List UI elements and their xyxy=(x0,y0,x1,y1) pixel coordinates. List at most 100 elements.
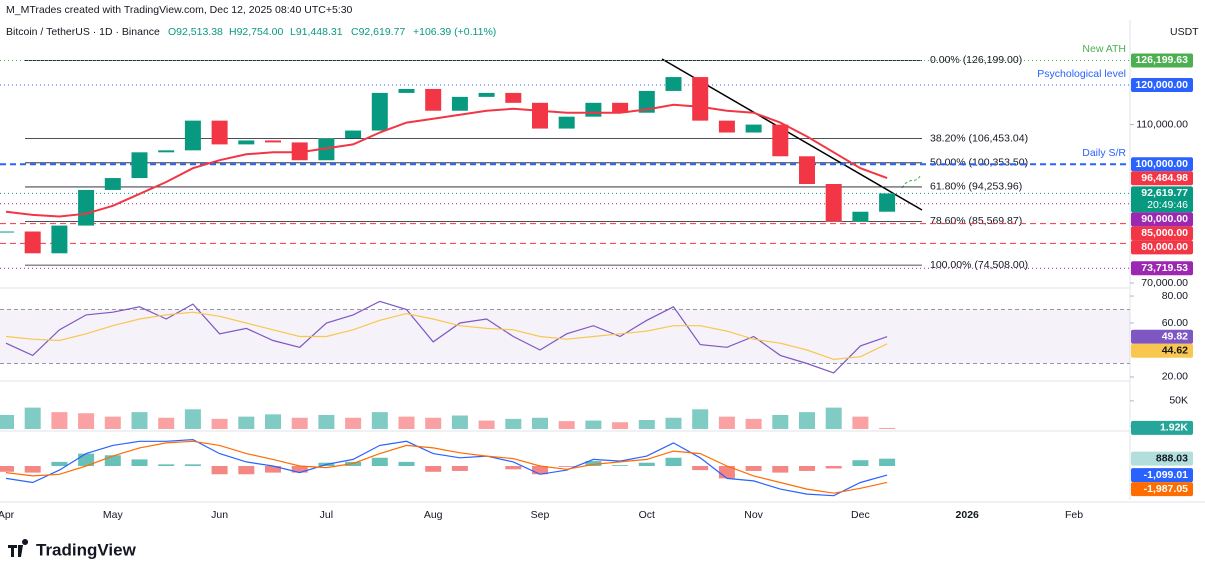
candle xyxy=(184,120,201,151)
fib-label: 78.60% (85,569.87) xyxy=(930,215,1022,227)
candle xyxy=(665,77,682,91)
series-line xyxy=(5,311,888,361)
volume-bar xyxy=(291,417,308,429)
price-badge-label: 120,000.00 xyxy=(1135,79,1188,91)
y-tick-label: 20.00 xyxy=(1162,371,1188,383)
price-badge xyxy=(1131,157,1193,172)
x-tick-label: Feb xyxy=(1065,509,1083,521)
rsi-band xyxy=(0,309,1130,364)
fib-label: 50.00% (100,353.50) xyxy=(930,157,1028,169)
x-tick-label: Apr xyxy=(0,509,15,521)
ohlc-high: H92,754.00 xyxy=(229,26,283,38)
countdown: 20:49:46 xyxy=(1147,199,1188,211)
price-badge xyxy=(1131,53,1193,68)
candle xyxy=(772,124,789,157)
histogram-bar xyxy=(131,459,148,466)
price-badge xyxy=(1131,261,1193,276)
currency: USDT xyxy=(1170,26,1199,38)
x-tick-label: Sep xyxy=(531,509,550,521)
volume-bar xyxy=(131,412,148,429)
volume-bar xyxy=(879,427,896,429)
candle xyxy=(478,92,495,97)
volume-bar xyxy=(24,407,41,429)
volume-bar xyxy=(158,417,175,429)
candle xyxy=(638,90,655,113)
volume-bar xyxy=(104,416,121,429)
y-tick-label: 80.00 xyxy=(1162,290,1188,302)
fib-label: 61.80% (94,253.96) xyxy=(930,181,1022,193)
volume-bar xyxy=(51,412,68,429)
volume-bar xyxy=(318,414,335,429)
volume-bar xyxy=(478,420,495,429)
volume-bar xyxy=(852,416,869,429)
volume-bar xyxy=(718,416,735,429)
candle xyxy=(78,189,95,226)
candle xyxy=(211,120,228,145)
symbol: Bitcoin / TetherUS · 1D · Binance xyxy=(6,26,160,38)
candle xyxy=(238,140,255,145)
candle xyxy=(879,193,896,212)
x-tick-label: Jul xyxy=(320,509,333,521)
histogram-bar xyxy=(852,460,869,466)
series-line xyxy=(5,103,888,218)
candle xyxy=(585,102,602,117)
candle xyxy=(131,152,148,179)
projection xyxy=(901,175,921,189)
volume-bar xyxy=(211,418,228,429)
histogram-bar xyxy=(291,466,308,473)
x-tick-label: Jun xyxy=(211,509,228,521)
volume-bar xyxy=(585,420,602,429)
candle xyxy=(692,77,709,121)
histogram-bar xyxy=(371,457,388,466)
price-badge-label: 80,000.00 xyxy=(1141,241,1188,253)
volume-bar xyxy=(371,412,388,429)
histogram-bar xyxy=(612,465,629,466)
price-badge-label: 100,000.00 xyxy=(1135,158,1188,170)
histogram-bar xyxy=(24,466,41,473)
histogram-bar xyxy=(238,466,255,475)
histogram-bar xyxy=(532,466,548,475)
histogram-bar xyxy=(825,466,842,469)
price-badge-label: -1,099.01 xyxy=(1144,469,1189,481)
histogram-bar xyxy=(799,466,815,471)
candle xyxy=(0,231,14,233)
histogram-bar xyxy=(879,458,896,466)
volume-bar xyxy=(184,409,201,429)
price-badge-label: 92,619.77 xyxy=(1141,187,1188,199)
price-badge xyxy=(1131,451,1193,466)
volume-bar xyxy=(558,421,575,429)
price-badge xyxy=(1131,186,1193,213)
volume-bar xyxy=(665,417,682,429)
volume-bar xyxy=(772,414,789,429)
candle xyxy=(51,225,68,254)
price-badge xyxy=(1131,329,1193,344)
histogram-bar xyxy=(0,466,14,472)
histogram-bar xyxy=(505,466,522,470)
candle xyxy=(24,231,41,254)
x-tick-label: Nov xyxy=(744,509,763,521)
volume-bar xyxy=(638,420,655,429)
price-badge xyxy=(1131,77,1193,92)
price-badge-label: 85,000.00 xyxy=(1141,227,1188,239)
volume-bar xyxy=(692,409,709,429)
volume-bar xyxy=(532,417,548,429)
volume-bar xyxy=(451,415,468,429)
histogram-bar xyxy=(692,466,709,471)
volume-bar xyxy=(398,416,415,429)
histogram-bar xyxy=(265,466,281,473)
price-badge xyxy=(1131,343,1193,358)
brand: TradingView xyxy=(36,540,137,559)
price-badge xyxy=(1131,468,1193,483)
histogram-bar xyxy=(585,461,602,466)
volume-bar xyxy=(825,407,842,429)
fib-label: 38.20% (106,453.04) xyxy=(930,132,1028,144)
volume-bar xyxy=(0,414,14,429)
volume-bar xyxy=(505,418,522,429)
fib-label: 100.00% (74,508.00) xyxy=(930,259,1028,271)
ohlc-low: L91,448.31 xyxy=(290,26,343,38)
candle xyxy=(104,178,121,190)
author-line: M_MTrades created with TradingView.com, … xyxy=(6,4,353,16)
histogram-bar xyxy=(104,455,121,466)
x-tick-label: Dec xyxy=(851,509,870,521)
